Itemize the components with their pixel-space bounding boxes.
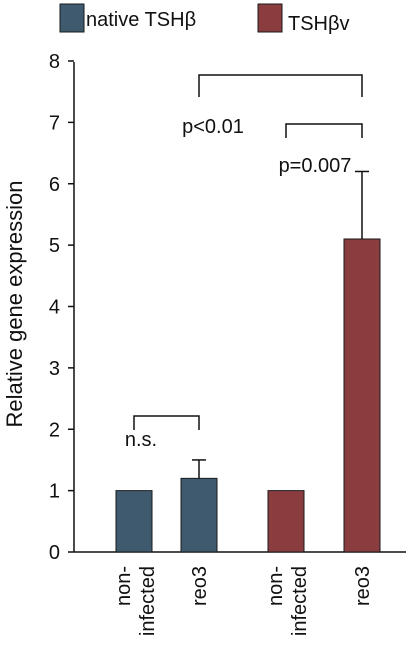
significance-label: n.s. <box>125 429 157 451</box>
y-tick-label: 8 <box>49 51 60 73</box>
bar <box>180 477 218 553</box>
x-tick-labels: non-infected reo3 non-infected reo3 <box>113 566 374 636</box>
y-tick-label: 2 <box>49 419 60 441</box>
x-tick-label: reo3 <box>352 566 374 606</box>
significance-bracket <box>198 74 363 97</box>
y-tick-label: 4 <box>49 297 60 319</box>
legend-label-native: native TSHβ <box>86 9 196 31</box>
y-tick-label: 0 <box>49 542 60 564</box>
significance-bracket <box>133 415 200 430</box>
bar <box>343 238 381 553</box>
bars <box>115 238 381 553</box>
legend-swatch-native <box>59 3 85 33</box>
x-tick-label: non-infected <box>265 566 311 636</box>
bar <box>115 490 153 553</box>
significance-label: p=0.007 <box>279 155 352 177</box>
x-tick-label-line: non- <box>113 566 135 606</box>
significance-label: p<0.01 <box>182 116 244 138</box>
y-tick-label: 1 <box>49 481 60 503</box>
legend-swatch-variant <box>257 3 283 33</box>
x-tick-label-line: infected <box>137 566 159 636</box>
legend: native TSHβ TSHβv <box>59 3 350 35</box>
y-tick-label: 6 <box>49 174 60 196</box>
bar <box>267 490 305 553</box>
y-axis-label: Relative gene expression <box>2 180 27 427</box>
x-tick-label: reo3 <box>189 566 211 606</box>
significance-brackets: n.s. p=0.007 p<0.01 <box>125 74 363 451</box>
x-tick-label-line: reo3 <box>352 566 374 606</box>
y-tick-label: 3 <box>49 358 60 380</box>
y-tick-label: 7 <box>49 112 60 134</box>
y-ticks: 0 1 2 3 4 5 6 7 8 <box>49 51 74 564</box>
y-tick-label: 5 <box>49 235 60 257</box>
significance-bracket <box>285 123 363 138</box>
x-tick-label-line: infected <box>289 566 311 636</box>
error-bars <box>192 170 369 479</box>
x-tick-label-line: non- <box>265 566 287 606</box>
x-tick-label: non-infected <box>113 566 159 636</box>
x-tick-label-line: reo3 <box>189 566 211 606</box>
legend-label-variant: TSHβv <box>288 13 350 35</box>
